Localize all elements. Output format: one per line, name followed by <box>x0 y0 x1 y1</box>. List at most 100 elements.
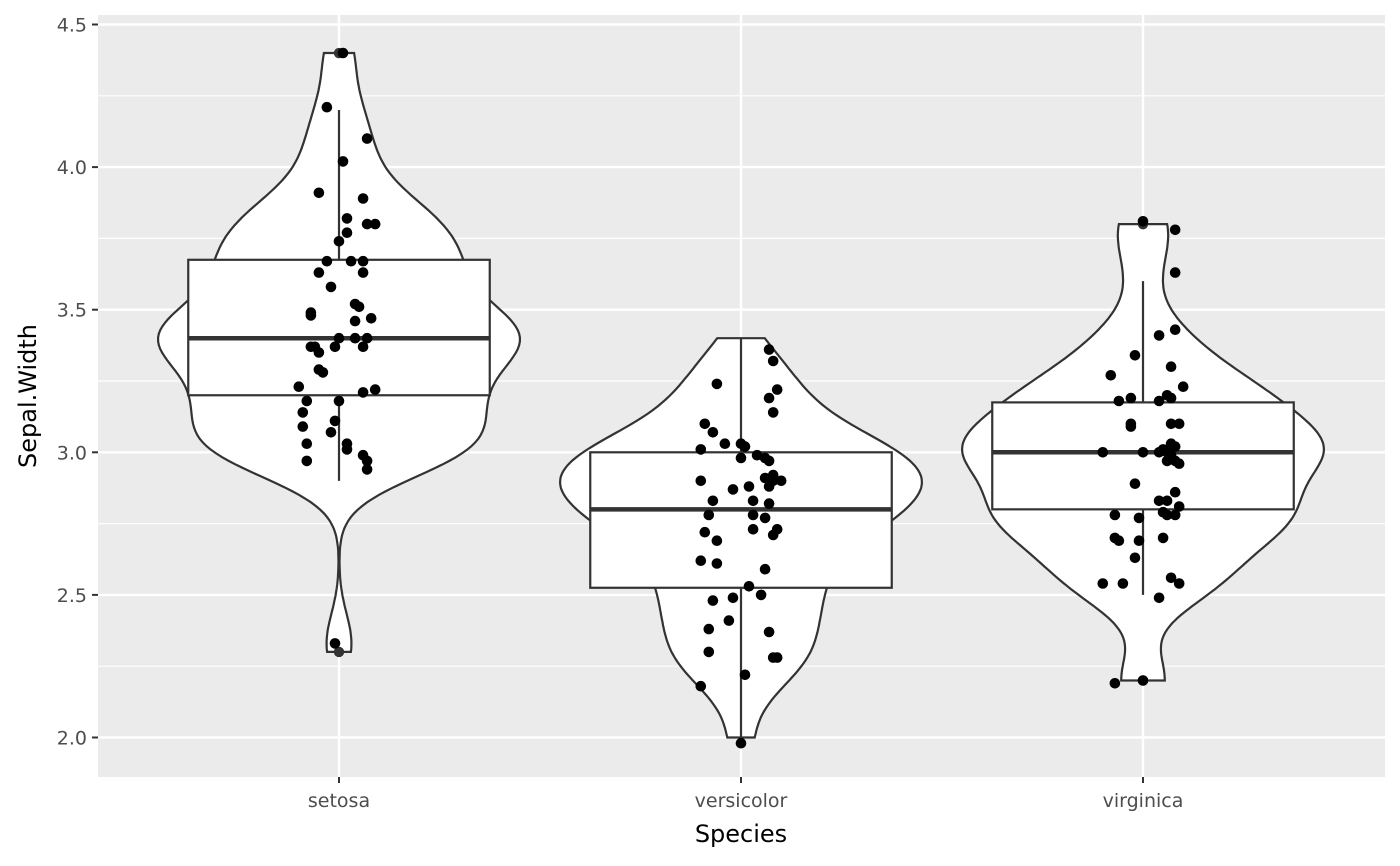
data-point <box>1173 501 1185 512</box>
data-point <box>369 218 381 230</box>
data-point <box>711 378 723 390</box>
data-point <box>707 427 719 438</box>
data-point <box>759 512 771 524</box>
data-point <box>695 680 707 692</box>
y-tick-label: 3.0 <box>57 442 87 464</box>
data-point <box>1161 509 1173 521</box>
data-point <box>1169 267 1181 278</box>
data-point <box>735 452 747 464</box>
data-point <box>1169 441 1181 452</box>
data-point <box>763 626 775 638</box>
data-point <box>763 481 775 492</box>
data-point <box>313 187 325 199</box>
data-point <box>735 737 747 749</box>
data-point <box>1117 578 1129 589</box>
data-point <box>361 464 373 475</box>
data-point <box>341 444 353 455</box>
data-point <box>1137 216 1149 227</box>
data-point <box>771 384 783 395</box>
data-point <box>1173 578 1185 589</box>
data-point <box>321 255 333 267</box>
data-point <box>293 381 305 393</box>
data-point <box>767 529 779 541</box>
data-point <box>341 227 353 238</box>
y-tick-label: 3.5 <box>57 300 87 322</box>
data-point <box>763 455 775 467</box>
box-versicolor <box>589 451 893 589</box>
data-point <box>361 133 373 144</box>
data-point <box>357 341 369 353</box>
axes: 2.0 2.5 3.0 3.5 4.0 4.5 setosa versicolor virgin… <box>57 15 1184 813</box>
data-point <box>325 281 337 293</box>
outlier-point <box>333 646 345 658</box>
data-point <box>1153 330 1165 341</box>
data-point <box>333 395 345 407</box>
data-point <box>1137 447 1149 458</box>
y-tick-label: 4.0 <box>57 157 87 179</box>
data-point <box>1165 572 1177 584</box>
data-point <box>1165 418 1177 430</box>
data-point <box>707 495 719 507</box>
data-point <box>333 332 345 344</box>
data-point <box>321 101 333 113</box>
data-point <box>301 455 313 467</box>
data-point <box>1169 224 1181 236</box>
data-point <box>349 332 361 344</box>
y-tick-label: 2.5 <box>57 585 87 607</box>
data-point <box>337 47 349 59</box>
data-point <box>699 526 711 538</box>
data-point <box>727 592 739 604</box>
data-point <box>361 455 373 467</box>
data-point <box>297 421 309 432</box>
data-point <box>711 535 723 546</box>
data-point <box>1097 447 1109 458</box>
data-point <box>1105 370 1117 381</box>
data-point <box>1169 486 1181 498</box>
data-point <box>369 384 381 395</box>
data-point <box>1169 509 1181 521</box>
y-tick-label: 4.5 <box>57 15 87 37</box>
data-point <box>1129 350 1141 361</box>
data-point <box>297 407 309 418</box>
x-tick-label: setosa <box>308 790 370 812</box>
data-point <box>1157 532 1169 544</box>
data-point <box>1133 535 1145 546</box>
data-point <box>695 475 707 487</box>
data-point <box>751 449 763 461</box>
data-point <box>329 341 341 353</box>
data-point <box>1165 392 1177 404</box>
box-setosa <box>187 258 491 397</box>
data-point <box>333 236 345 247</box>
data-point <box>1177 381 1189 393</box>
data-point <box>1153 495 1165 507</box>
data-point <box>707 595 719 606</box>
data-point <box>301 438 313 450</box>
data-point <box>775 475 787 487</box>
data-point <box>747 509 759 521</box>
data-point <box>1153 395 1165 407</box>
data-point <box>329 638 341 649</box>
data-point <box>341 213 353 224</box>
data-point <box>703 646 715 658</box>
data-point <box>767 355 779 367</box>
x-tick-label: virginica <box>1103 790 1184 812</box>
data-point <box>1109 678 1121 689</box>
data-point <box>1153 447 1165 458</box>
data-point <box>1173 418 1185 430</box>
data-point <box>771 652 783 663</box>
data-point <box>1125 392 1137 404</box>
data-point <box>1165 361 1177 373</box>
data-point <box>711 558 723 569</box>
jitter-points <box>293 47 1189 749</box>
data-point <box>357 193 369 204</box>
data-point <box>723 615 735 626</box>
data-point <box>337 156 349 167</box>
y-tick-label: 2.0 <box>57 728 87 750</box>
data-point <box>1169 324 1181 336</box>
data-point <box>763 344 775 355</box>
data-point <box>353 301 365 313</box>
data-point <box>743 481 755 492</box>
data-point <box>743 581 755 592</box>
data-point <box>719 438 731 450</box>
